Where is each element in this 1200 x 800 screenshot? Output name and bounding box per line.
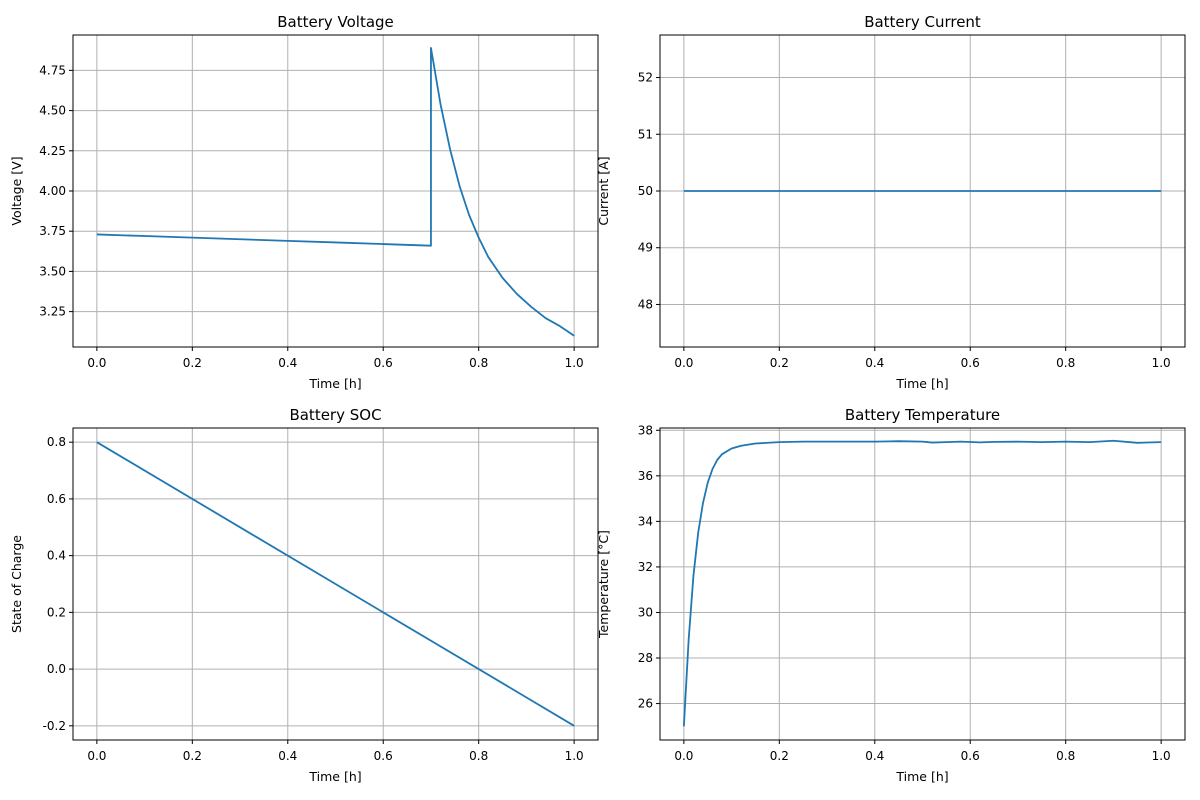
- voltage-x-tick-label: 0.4: [278, 356, 297, 370]
- current-x-tick-label: 0.8: [1056, 356, 1075, 370]
- temperature-series-line: [682, 439, 1162, 727]
- current-x-axis-label: Time [h]: [895, 376, 948, 391]
- soc-x-tick-label: 0.8: [469, 749, 488, 763]
- temperature-y-axis-label: Temperature [°C]: [596, 530, 611, 639]
- temperature-chart-title: Battery Temperature: [845, 406, 1000, 424]
- soc-y-tick-label: 0.8: [47, 435, 66, 449]
- soc-y-axis-label: State of Charge: [9, 535, 24, 633]
- soc-series: [96, 441, 575, 727]
- temperature-x-tick-label: 0.2: [770, 749, 789, 763]
- voltage-y-tick-label: 3.50: [39, 264, 66, 278]
- soc-y-tick-label: 0.4: [47, 549, 66, 563]
- voltage-series-line: [96, 46, 575, 337]
- temperature-series: [682, 439, 1162, 727]
- soc-axes-frame: [72, 427, 599, 741]
- voltage-grid: [73, 35, 598, 347]
- temperature-y-tick-label: 26: [638, 697, 653, 711]
- current-y-tick-label: 51: [638, 127, 653, 141]
- current-axes-frame: [659, 34, 1186, 348]
- current-y-tick-label: 49: [638, 241, 653, 255]
- voltage-x-axis-label: Time [h]: [308, 376, 361, 391]
- current-x-tick-label: 0.0: [674, 356, 693, 370]
- soc-y-tick-label: 0.2: [47, 605, 66, 619]
- soc-x-tick-label: 0.6: [374, 749, 393, 763]
- current-x-tick-label: 0.2: [770, 356, 789, 370]
- temperature-x-tick-label: 0.0: [674, 749, 693, 763]
- voltage-y-tick-label: 4.25: [39, 144, 66, 158]
- voltage-y-tick-label: 3.75: [39, 224, 66, 238]
- current-panel: 0.0 0.2 0.4 0.6 0.8 1.0 48 49 50 51 52 Battery Cur…: [596, 13, 1186, 391]
- temperature-grid: [660, 428, 1185, 740]
- current-ticks: 0.0 0.2 0.4 0.6 0.8 1.0 48 49 50 51 52: [638, 71, 1171, 370]
- current-x-tick-label: 1.0: [1152, 356, 1171, 370]
- temperature-axes-frame: [659, 427, 1186, 741]
- voltage-ticks: 0.0 0.2 0.4 0.6 0.8 1.0 3.25 3.50 3.75 4.00 4.25 4.…: [39, 63, 583, 370]
- soc-x-tick-label: 0.0: [87, 749, 106, 763]
- voltage-x-tick-label: 1.0: [565, 356, 584, 370]
- soc-panel: 0.0 0.2 0.4 0.6 0.8 1.0 -0.2 0.0 0.2 0.4 0.6 0.8 Ba…: [9, 406, 599, 784]
- temperature-y-tick-label: 30: [638, 605, 653, 619]
- temperature-panel: 0.0 0.2 0.4 0.6 0.8 1.0 26 28 30 32 34 36 38 Battery…: [596, 406, 1186, 784]
- current-y-tick-label: 50: [638, 184, 653, 198]
- soc-x-tick-label: 0.2: [183, 749, 202, 763]
- soc-chart-title: Battery SOC: [289, 406, 381, 424]
- voltage-y-tick-label: 4.00: [39, 184, 66, 198]
- voltage-x-tick-label: 0.0: [87, 356, 106, 370]
- voltage-axes-frame: [72, 34, 599, 348]
- temperature-y-tick-label: 32: [638, 560, 653, 574]
- voltage-y-tick-label: 3.25: [39, 305, 66, 319]
- voltage-x-tick-label: 0.6: [374, 356, 393, 370]
- temperature-x-tick-label: 1.0: [1152, 749, 1171, 763]
- temperature-y-tick-label: 36: [638, 469, 653, 483]
- soc-y-tick-label: 0.0: [47, 662, 66, 676]
- voltage-y-tick-label: 4.50: [39, 104, 66, 118]
- soc-series-line: [96, 441, 575, 727]
- current-x-tick-label: 0.6: [961, 356, 980, 370]
- voltage-x-tick-label: 0.2: [183, 356, 202, 370]
- current-y-tick-label: 48: [638, 297, 653, 311]
- soc-grid: [73, 428, 598, 740]
- soc-x-axis-label: Time [h]: [308, 769, 361, 784]
- temperature-x-axis-label: Time [h]: [895, 769, 948, 784]
- voltage-panel: 0.0 0.2 0.4 0.6 0.8 1.0 3.25 3.50 3.75 4.00 4.25 4.…: [9, 13, 599, 391]
- voltage-x-tick-label: 0.8: [469, 356, 488, 370]
- temperature-y-tick-label: 28: [638, 651, 653, 665]
- soc-y-tick-label: 0.6: [47, 492, 66, 506]
- temperature-x-tick-label: 0.4: [865, 749, 884, 763]
- current-chart-title: Battery Current: [864, 13, 981, 31]
- voltage-y-axis-label: Voltage [V]: [9, 156, 24, 225]
- voltage-y-tick-label: 4.75: [39, 63, 66, 77]
- temperature-x-tick-label: 0.8: [1056, 749, 1075, 763]
- soc-ticks: 0.0 0.2 0.4 0.6 0.8 1.0 -0.2 0.0 0.2 0.4 0.6 0.8: [43, 435, 584, 763]
- current-y-tick-label: 52: [638, 71, 653, 85]
- temperature-y-tick-label: 38: [638, 423, 653, 437]
- temperature-x-tick-label: 0.6: [961, 749, 980, 763]
- temperature-ticks: 0.0 0.2 0.4 0.6 0.8 1.0 26 28 30 32 34 36 38: [638, 423, 1171, 763]
- soc-x-tick-label: 1.0: [565, 749, 584, 763]
- current-y-axis-label: Current [A]: [596, 156, 611, 225]
- soc-y-tick-label: -0.2: [43, 719, 66, 733]
- soc-x-tick-label: 0.4: [278, 749, 297, 763]
- current-x-tick-label: 0.4: [865, 356, 884, 370]
- temperature-y-tick-label: 34: [638, 514, 653, 528]
- voltage-series: [96, 46, 575, 337]
- voltage-chart-title: Battery Voltage: [277, 13, 394, 31]
